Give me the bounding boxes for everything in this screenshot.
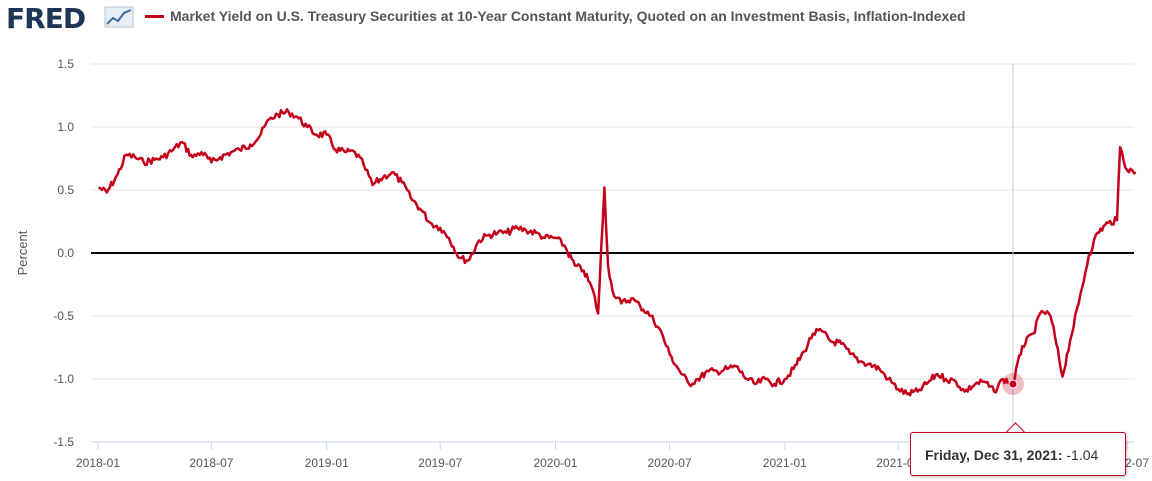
y-tick-label: -0.5: [53, 309, 74, 323]
y-tick-label: -1.5: [53, 435, 74, 449]
hover-tooltip: Friday, Dec 31, 2021: -1.04: [910, 432, 1126, 476]
chart-header: FRED Market Yield on U.S. Treasury Secur…: [0, 0, 1152, 50]
fred-logo[interactable]: FRED: [6, 2, 86, 35]
series-line[interactable]: [98, 108, 1137, 397]
x-tick-label: 2020-01: [533, 456, 577, 470]
hover-point[interactable]: [1008, 379, 1018, 389]
x-tick-label: 2019-01: [305, 456, 349, 470]
x-tick-label: 2021-01: [763, 456, 807, 470]
tooltip-date: Friday, Dec 31, 2021:: [925, 447, 1063, 463]
tooltip-text: Friday, Dec 31, 2021: -1.04: [925, 447, 1098, 463]
x-tick-label: 2018-01: [76, 456, 120, 470]
x-tick-label: 2018-07: [189, 456, 233, 470]
legend-series-swatch: [145, 15, 164, 18]
x-axis-ticks: [97, 442, 1128, 450]
legend-series-name[interactable]: Market Yield on U.S. Treasury Securities…: [170, 8, 966, 24]
x-tick-label: 2020-07: [648, 456, 692, 470]
y-axis-tick-labels: 1.5 1.0 0.5 0.0 -0.5 -1.0 -1.5: [53, 57, 74, 449]
fred-logo-chart-icon: [104, 6, 134, 28]
y-tick-label: 0.5: [57, 183, 74, 197]
y-tick-label: 1.0: [57, 120, 74, 134]
x-tick-label: 2021-07: [876, 456, 920, 470]
y-axis-label: Percent: [15, 230, 30, 275]
y-tick-label: -1.0: [53, 372, 74, 386]
y-tick-label: 1.5: [57, 57, 74, 71]
x-tick-label: 2019-07: [418, 456, 462, 470]
y-tick-label: 0.0: [57, 246, 74, 260]
tooltip-value: -1.04: [1066, 447, 1099, 463]
